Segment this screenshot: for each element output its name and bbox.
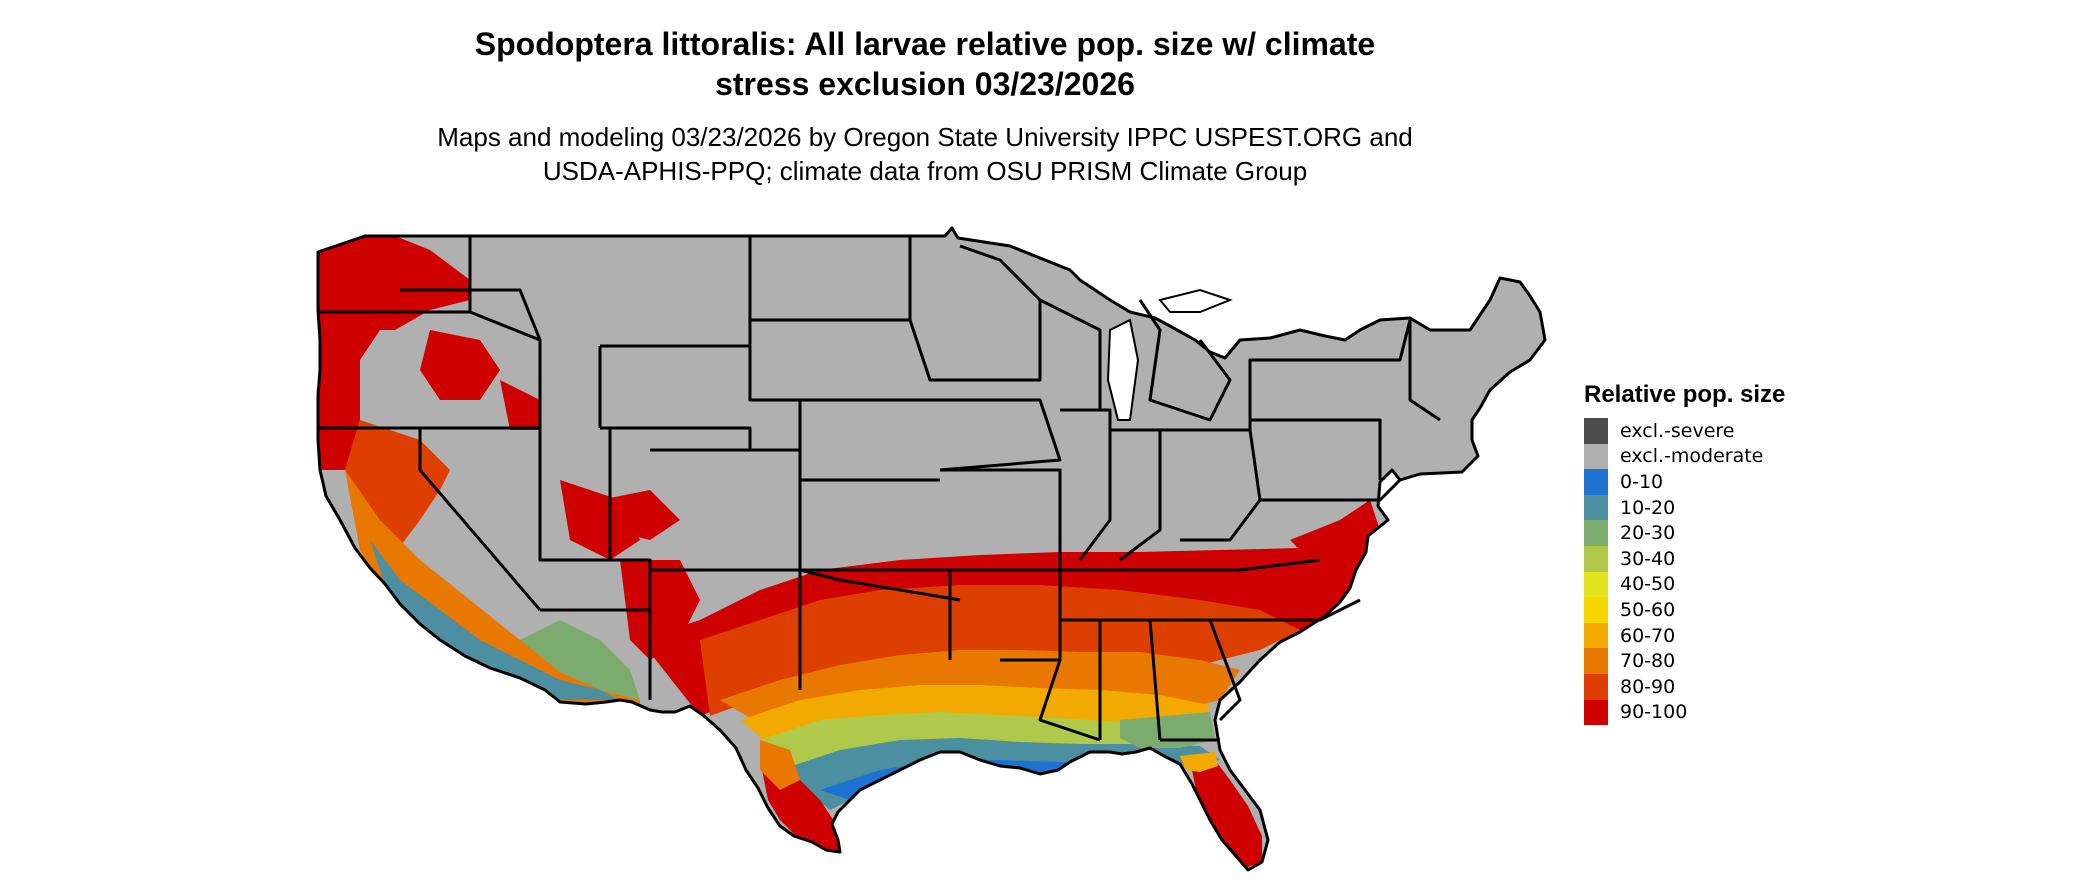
legend-swatch — [1584, 545, 1608, 572]
legend-swatch — [1584, 494, 1608, 521]
legend-swatch — [1584, 418, 1608, 444]
legend-swatch — [1584, 597, 1608, 623]
border-ne-ks — [750, 398, 940, 482]
map-title-line-2: stress exclusion 03/23/2026 — [715, 66, 1135, 102]
idaho-zone — [420, 330, 500, 400]
border-il — [1060, 408, 1112, 561]
arizona-zone — [520, 620, 640, 700]
idaho-south-zone — [500, 380, 540, 430]
border-new-england — [1408, 320, 1441, 422]
border-mi — [1138, 299, 1232, 422]
great-lakes — [1106, 288, 1233, 421]
legend-label: 20-30 — [1620, 522, 1676, 545]
florida-yellow-zone — [1180, 752, 1218, 772]
border-ia — [920, 398, 1062, 472]
border-ca-nv — [418, 428, 542, 611]
border-ok-tx — [799, 568, 961, 602]
legend-item: 10-20 — [1584, 494, 1884, 521]
map-subtitle-line-2: USDA-APHIS-PPQ; climate data from OSU PR… — [542, 156, 1308, 186]
border-pa — [1248, 418, 1382, 480]
map-title: Spodoptera littoralis: All larvae relati… — [400, 24, 1450, 104]
border-wi — [1039, 298, 1102, 410]
texas-coast-orange-zone — [760, 740, 800, 790]
legend-swatch — [1584, 443, 1608, 470]
border-or-id — [400, 288, 542, 341]
southwest-desert-zone — [370, 540, 620, 700]
legend-item: 70-80 — [1584, 648, 1884, 674]
legend-item: 40-50 — [1584, 571, 1884, 598]
border-tn-ky — [1060, 558, 1321, 572]
legend-swatch — [1584, 673, 1608, 700]
border-tn-south — [1060, 598, 1361, 622]
legend-item: 30-40 — [1584, 545, 1884, 572]
legend-label: 10-20 — [1620, 496, 1676, 519]
legend: Relative pop. size excl.-severe excl.-mod… — [1584, 380, 1884, 726]
legend-label: excl.-moderate — [1620, 445, 1764, 468]
border-nv-ut — [538, 430, 610, 562]
legend-label: 50-60 — [1620, 598, 1676, 621]
florida-red-zone — [1190, 760, 1262, 868]
legend-item: excl.-moderate — [1584, 443, 1884, 470]
lake-michigan — [1106, 318, 1140, 421]
state-borders — [316, 226, 1547, 872]
legend-item: 20-30 — [1584, 520, 1884, 546]
legend-label: 0-10 — [1620, 470, 1664, 493]
legend-label: 60-70 — [1620, 624, 1676, 647]
legend-label: 80-90 — [1620, 675, 1676, 698]
legend-item: 80-90 — [1584, 673, 1884, 700]
legend-swatch — [1584, 520, 1608, 546]
legend-label: 90-100 — [1620, 701, 1688, 724]
border-ga-sc — [1208, 619, 1242, 722]
legend-item: 60-70 — [1584, 622, 1884, 649]
legend-item: 90-100 — [1584, 699, 1884, 726]
map-subtitle: Maps and modeling 03/23/2026 by Oregon S… — [380, 120, 1470, 188]
utah-zone — [600, 490, 680, 540]
border-mn — [908, 236, 1042, 382]
legend-swatch — [1584, 699, 1608, 726]
legend-label: 70-80 — [1620, 650, 1676, 673]
legend-swatch — [1584, 648, 1608, 674]
border-ks-ok — [798, 480, 952, 660]
legend-swatch — [1584, 571, 1608, 598]
lake-superior — [1158, 288, 1233, 313]
legend-item: 0-10 — [1584, 469, 1884, 495]
border-ny — [1248, 319, 1412, 420]
border-al-ga — [1148, 619, 1162, 741]
border-la — [1000, 658, 1101, 742]
legend-item: excl.-severe — [1584, 418, 1884, 444]
map-subtitle-line-1: Maps and modeling 03/23/2026 by Oregon S… — [437, 122, 1413, 152]
border-ut-az — [608, 428, 652, 700]
border-md-va — [1260, 478, 1402, 502]
legend-label: excl.-severe — [1620, 419, 1735, 442]
legend-swatch — [1584, 622, 1608, 649]
border-wy-co — [600, 426, 752, 450]
legend-swatch — [1584, 469, 1608, 495]
legend-label: 30-40 — [1620, 547, 1676, 570]
border-in — [1110, 428, 1162, 562]
border-id — [468, 236, 542, 430]
washington-zone — [380, 230, 470, 330]
legend-label: 40-50 — [1620, 573, 1676, 596]
map-title-line-1: Spodoptera littoralis: All larvae relati… — [474, 26, 1376, 62]
legend-title: Relative pop. size — [1584, 381, 1786, 408]
legend-item: 50-60 — [1584, 597, 1884, 623]
legend-items: excl.-severe excl.-moderate 0-10 10-20 20-30… — [1584, 418, 1884, 726]
pacific-coast-zone — [318, 228, 380, 470]
mid-atlantic-zone — [1290, 500, 1380, 570]
